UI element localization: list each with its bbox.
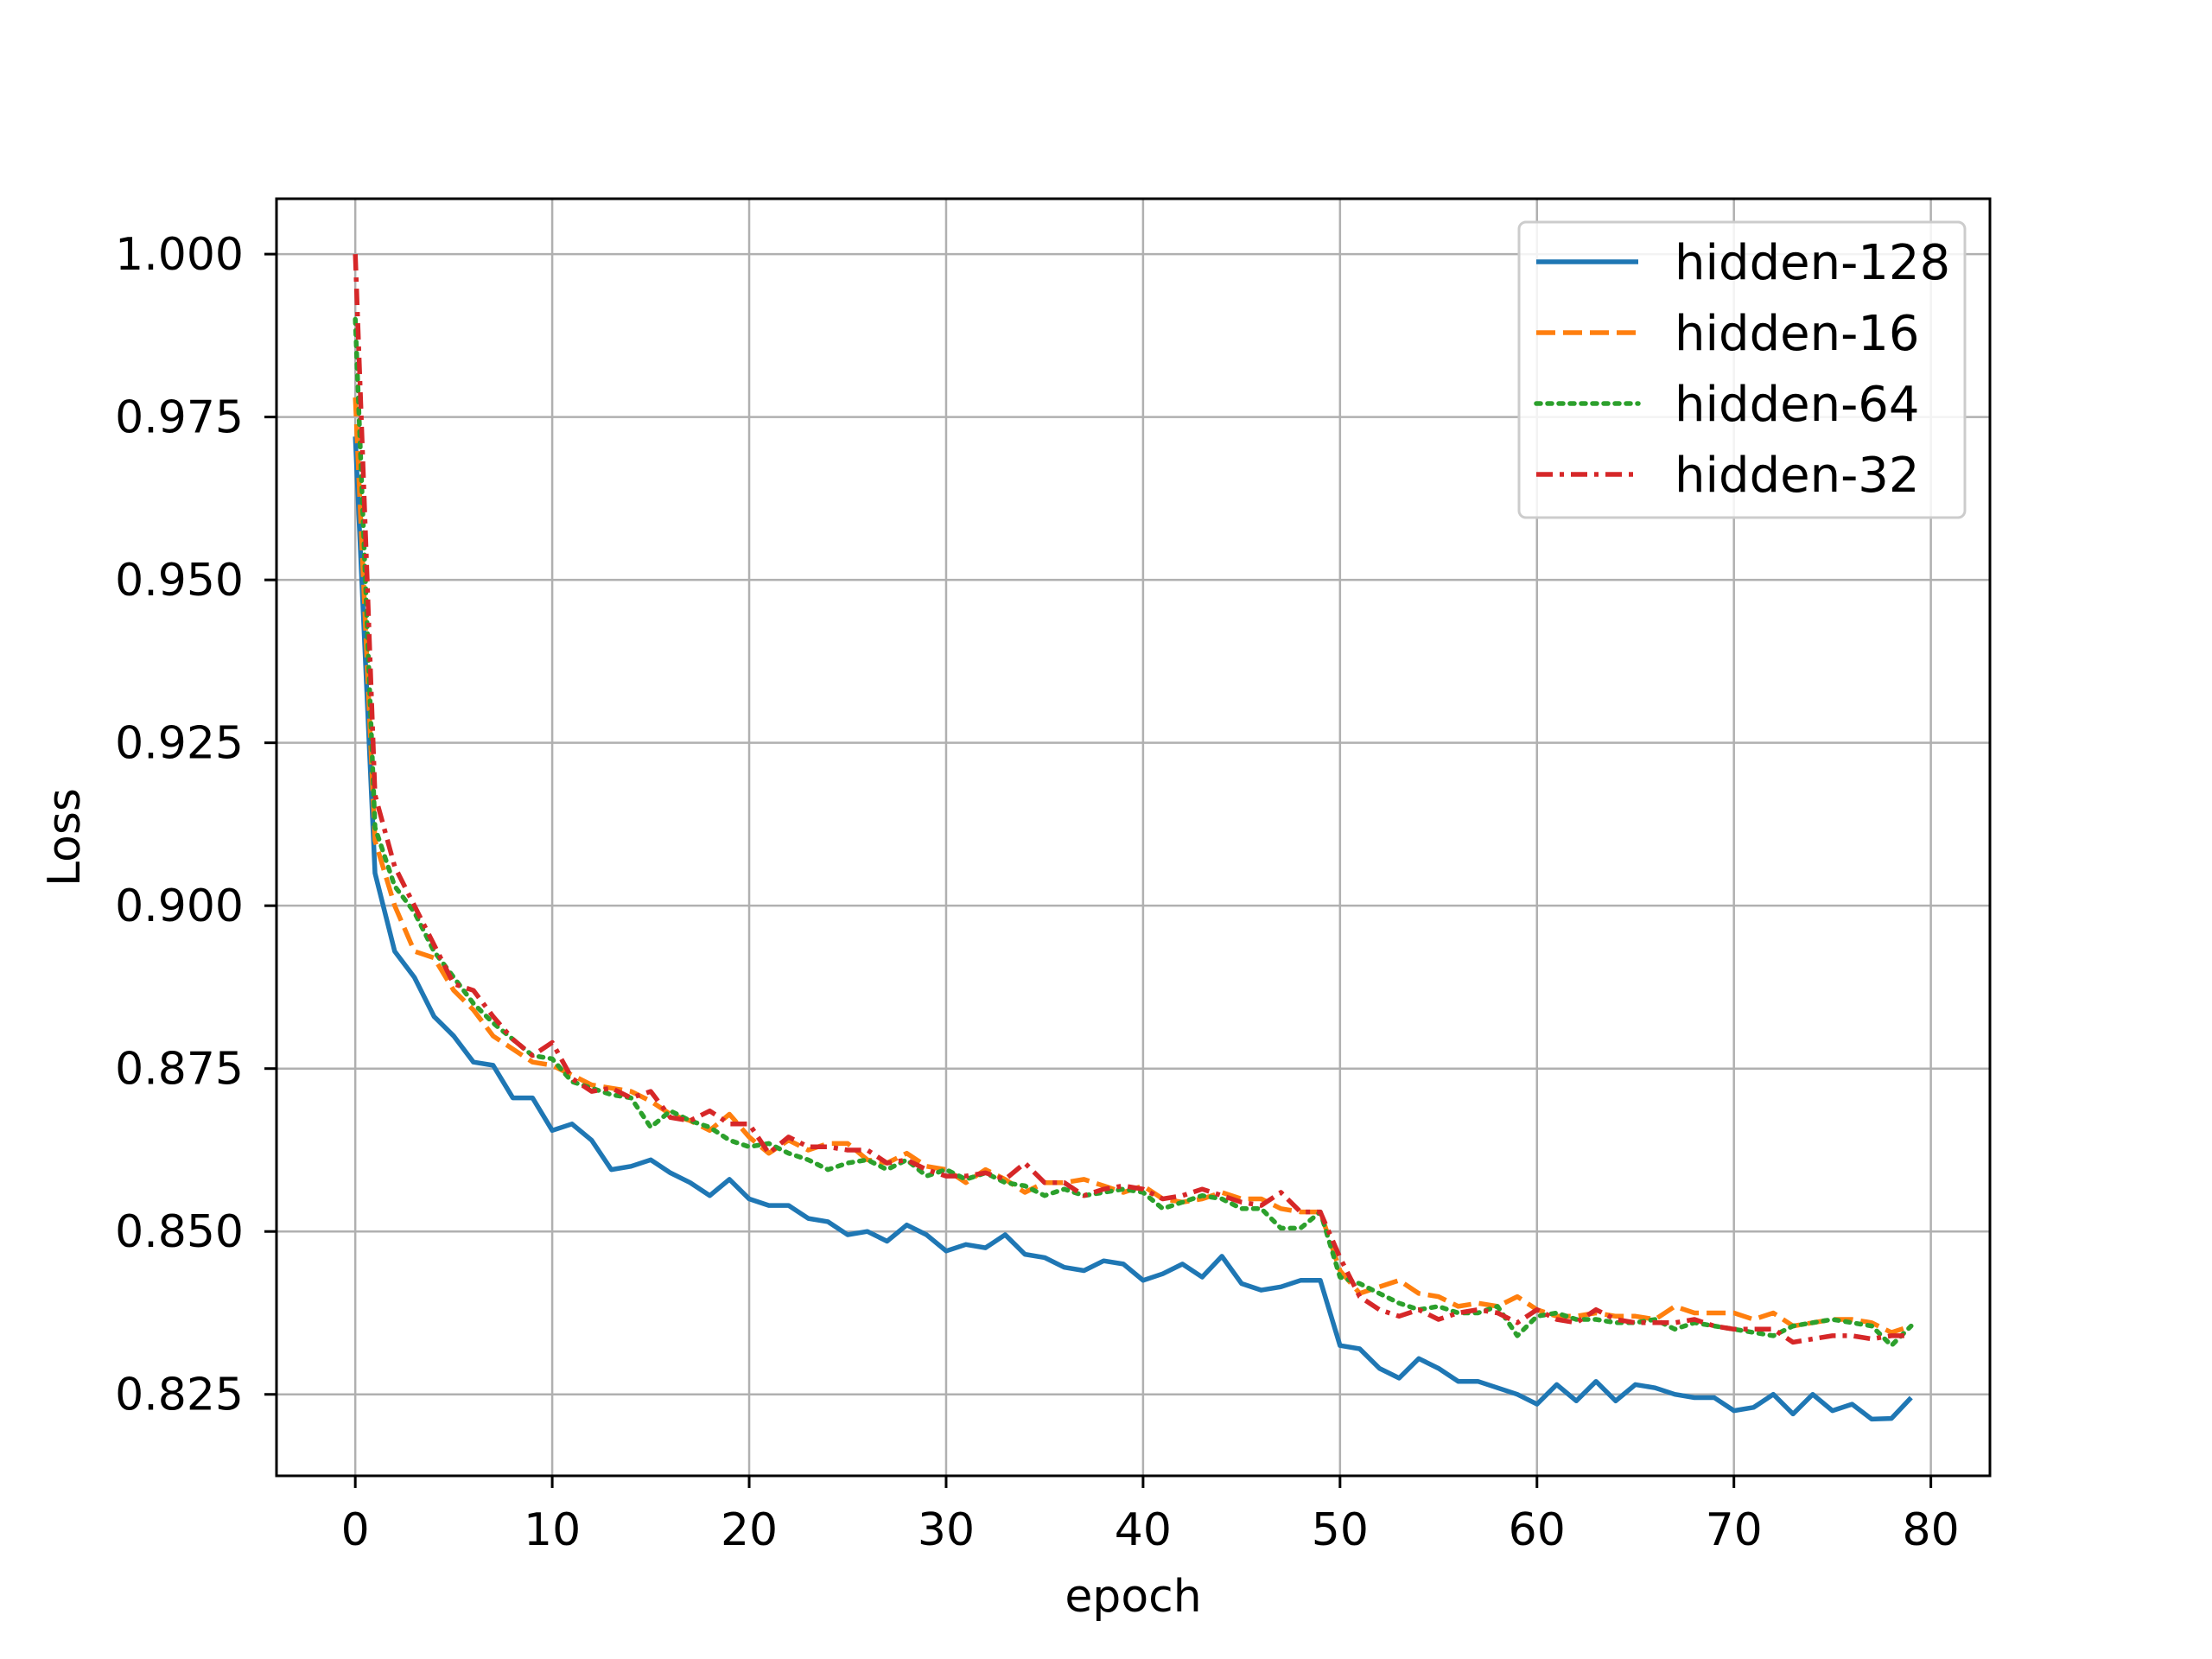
x-tick-label: 30 [918, 1504, 975, 1556]
y-tick-label: 0.975 [115, 392, 244, 444]
legend-label-hidden-128: hidden-128 [1675, 235, 1950, 291]
y-tick-label: 0.825 [115, 1370, 244, 1421]
plot-frame [275, 197, 1992, 1478]
series-line-hidden-64 [353, 316, 1914, 1348]
legend: hidden-128 hidden-16 hidden-64 hidden-32 [1517, 220, 1967, 519]
x-tick-label: 40 [1115, 1504, 1172, 1556]
x-tick-label: 0 [341, 1504, 370, 1556]
x-axis-label: epoch [1065, 1571, 1201, 1623]
legend-label-hidden-32: hidden-32 [1675, 448, 1920, 504]
y-axis-label: Loss [39, 788, 91, 887]
legend-label-hidden-16: hidden-16 [1675, 306, 1920, 362]
series-line-hidden-128 [353, 436, 1913, 1422]
y-tick-label: 0.900 [115, 880, 244, 932]
series-line-hidden-32 [353, 253, 1911, 1345]
x-tick-label: 10 [524, 1504, 581, 1556]
y-tick-label: 0.925 [115, 718, 244, 770]
legend-label-hidden-64: hidden-64 [1675, 377, 1920, 433]
x-tick-label: 80 [1903, 1504, 1960, 1556]
series-lines [353, 253, 1914, 1422]
x-axis-ticks: 0 10 20 30 40 50 60 70 80 [341, 1476, 1960, 1556]
x-tick-label: 60 [1509, 1504, 1566, 1556]
legend-box [1517, 220, 1967, 519]
y-tick-label: 0.850 [115, 1206, 244, 1258]
y-tick-label: 1.000 [115, 229, 244, 281]
y-tick-label: 0.950 [115, 555, 244, 607]
y-tick-label: 0.875 [115, 1044, 244, 1096]
x-tick-label: 20 [721, 1504, 778, 1556]
x-tick-label: 70 [1706, 1504, 1763, 1556]
y-axis-ticks: 0.825 0.850 0.875 0.900 0.925 0.950 0.975 1.000 [115, 229, 276, 1421]
x-tick-label: 50 [1312, 1504, 1369, 1556]
